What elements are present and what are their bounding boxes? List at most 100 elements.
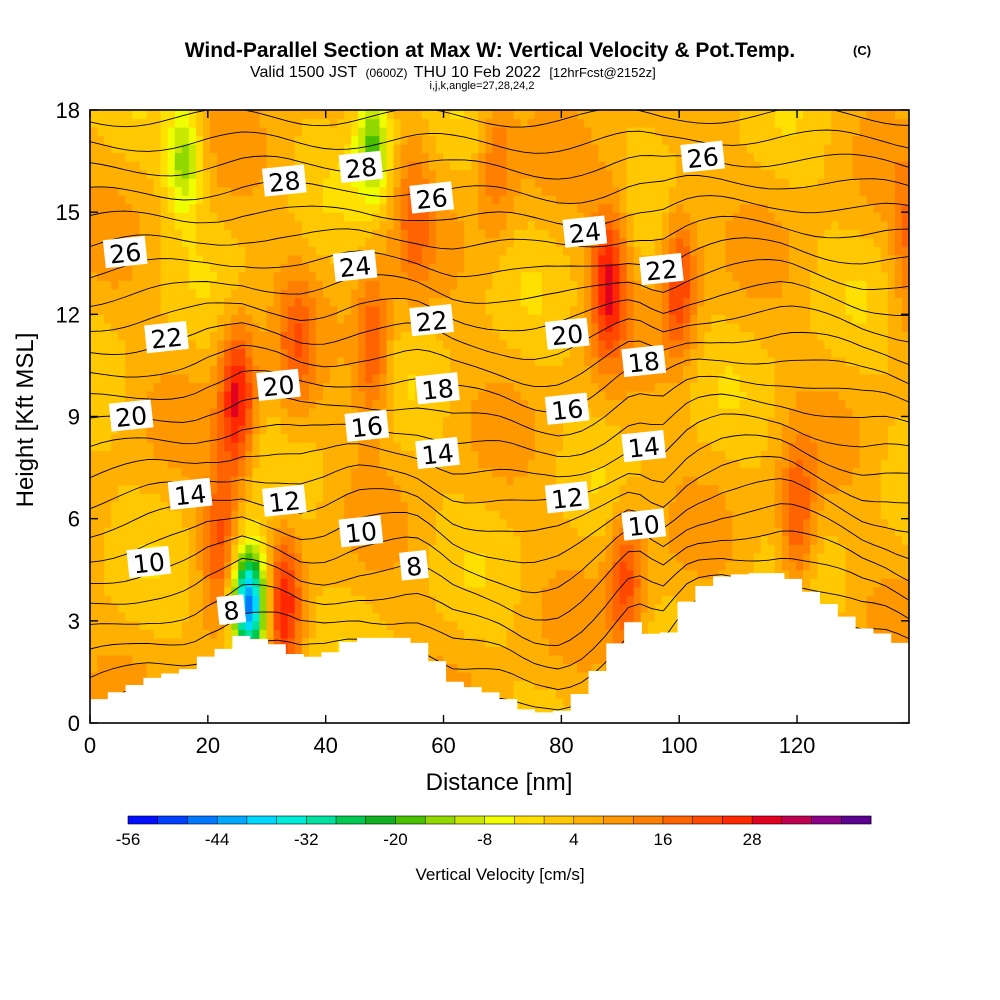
field-cell xyxy=(287,595,296,605)
field-cell xyxy=(238,510,246,520)
field-cell xyxy=(478,271,486,281)
field-cell xyxy=(111,118,119,128)
field-cell xyxy=(118,195,126,205)
field-cell xyxy=(231,186,239,196)
field-cell xyxy=(202,561,211,571)
field-cell xyxy=(90,110,98,120)
field-cell xyxy=(471,442,479,452)
field-cell xyxy=(499,629,508,639)
field-cell xyxy=(330,229,338,239)
field-cell xyxy=(393,603,402,613)
field-cell xyxy=(231,178,239,188)
field-cell xyxy=(217,322,225,332)
field-cell xyxy=(520,314,529,324)
field-cell xyxy=(202,442,211,452)
field-cell xyxy=(210,314,218,324)
field-cell xyxy=(337,578,345,588)
field-cell xyxy=(499,586,508,596)
field-cell xyxy=(315,518,324,528)
field-cell xyxy=(471,552,479,562)
field-cell xyxy=(301,646,310,656)
field-cell xyxy=(97,680,105,690)
field-cell xyxy=(330,288,338,298)
field-cell xyxy=(259,501,268,511)
field-cell xyxy=(160,365,169,375)
field-cell xyxy=(90,161,98,171)
field-cell xyxy=(259,569,268,579)
field-cell xyxy=(351,195,359,205)
field-cell xyxy=(386,195,395,205)
field-cell xyxy=(174,288,183,298)
field-cell xyxy=(492,527,501,537)
field-cell xyxy=(245,280,253,290)
field-cell xyxy=(294,467,303,477)
field-cell xyxy=(174,135,183,145)
field-cell xyxy=(266,348,275,358)
field-cell xyxy=(534,552,543,562)
field-cell xyxy=(153,203,162,213)
field-cell xyxy=(245,569,253,579)
field-cell xyxy=(400,629,409,639)
field-cell xyxy=(527,527,536,537)
field-cell xyxy=(181,637,190,647)
field-cell xyxy=(97,186,105,196)
field-cell xyxy=(174,578,183,588)
field-cell xyxy=(217,271,225,281)
field-cell xyxy=(464,212,472,222)
field-cell xyxy=(372,280,381,290)
field-cell xyxy=(315,552,324,562)
field-cell xyxy=(478,212,486,222)
field-cell xyxy=(464,390,472,401)
field-cell xyxy=(471,220,479,230)
field-cell xyxy=(492,654,501,664)
field-cell xyxy=(125,212,133,222)
field-cell xyxy=(379,314,388,324)
field-cell xyxy=(273,246,282,256)
field-cell xyxy=(492,663,501,673)
field-cell xyxy=(97,169,105,179)
field-cell xyxy=(555,476,564,486)
field-cell xyxy=(231,390,239,401)
field-cell xyxy=(330,144,338,154)
field-cell xyxy=(330,322,338,332)
field-cell xyxy=(344,365,352,375)
field-cell xyxy=(337,118,345,128)
field-cell xyxy=(238,348,246,358)
field-cell xyxy=(485,493,494,503)
field-cell xyxy=(548,220,557,230)
field-cell xyxy=(570,688,578,699)
field-cell xyxy=(428,212,437,222)
field-cell xyxy=(315,135,324,145)
field-cell xyxy=(386,280,395,290)
field-cell xyxy=(435,646,444,656)
field-cell xyxy=(217,373,225,384)
field-cell xyxy=(188,263,197,273)
field-cell xyxy=(513,637,522,647)
field-cell xyxy=(541,637,550,647)
field-cell xyxy=(443,501,451,511)
field-cell xyxy=(273,280,282,290)
field-cell xyxy=(266,637,275,647)
field-cell xyxy=(464,288,472,298)
field-cell xyxy=(245,493,253,503)
field-cell xyxy=(322,135,331,145)
field-cell xyxy=(379,280,388,290)
field-cell xyxy=(266,135,275,145)
field-cell xyxy=(202,373,211,384)
field-cell xyxy=(308,646,317,656)
field-cell xyxy=(457,501,465,511)
field-cell xyxy=(174,246,183,256)
field-cell xyxy=(450,254,458,264)
field-cell xyxy=(435,212,444,222)
field-cell xyxy=(90,476,98,486)
field-cell xyxy=(365,450,374,460)
field-cell xyxy=(315,365,324,375)
field-cell xyxy=(160,510,169,520)
field-cell xyxy=(337,484,345,494)
field-cell xyxy=(181,373,190,384)
field-cell xyxy=(90,467,98,477)
field-cell xyxy=(471,152,479,162)
field-cell xyxy=(139,178,148,188)
field-cell xyxy=(287,127,296,137)
